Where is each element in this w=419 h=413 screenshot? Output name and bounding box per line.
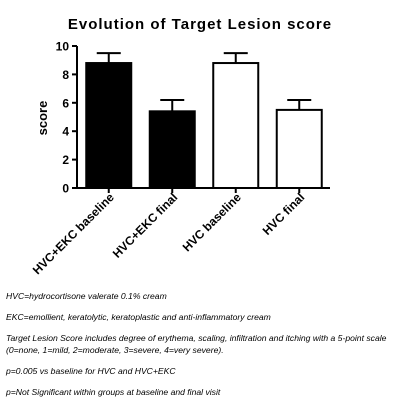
note-hvc-definition: HVC=hydrocortisone valerate 0.1% cream <box>6 291 167 301</box>
bar <box>148 110 196 189</box>
y-tick-label: 2 <box>62 153 69 167</box>
y-tick-label: 4 <box>62 125 69 139</box>
chart-title: Evolution of Target Lesion score <box>68 16 332 33</box>
x-category-label: HVC baseline <box>180 190 244 254</box>
y-axis-label: score <box>35 101 50 136</box>
note-p-value-baseline: p=0.005 vs baseline for HVC and HVC+EKC <box>6 366 176 376</box>
y-tick-label: 10 <box>56 40 70 54</box>
bar <box>212 62 260 189</box>
bar <box>85 62 133 189</box>
y-tick-label: 0 <box>62 182 69 196</box>
note-ekc-definition: EKC=emollient, keratolytic, keratoplasti… <box>6 312 271 322</box>
y-tick-label: 6 <box>62 96 69 110</box>
x-category-label: HVC+EKC final <box>110 190 180 260</box>
y-tick-label: 8 <box>62 68 69 82</box>
footnotes: HVC=hydrocortisone valerate 0.1% cream E… <box>6 290 416 398</box>
note-score-definition: Target Lesion Score includes degree of e… <box>6 333 387 355</box>
x-category-label: HVC+EKC baseline <box>30 190 117 277</box>
note-p-value-within-groups: p=Not Significant within groups at basel… <box>6 387 221 397</box>
x-category-label: HVC final <box>260 190 308 238</box>
bar-chart: Evolution of Target Lesion score score 0… <box>30 16 332 277</box>
bar <box>275 108 323 189</box>
